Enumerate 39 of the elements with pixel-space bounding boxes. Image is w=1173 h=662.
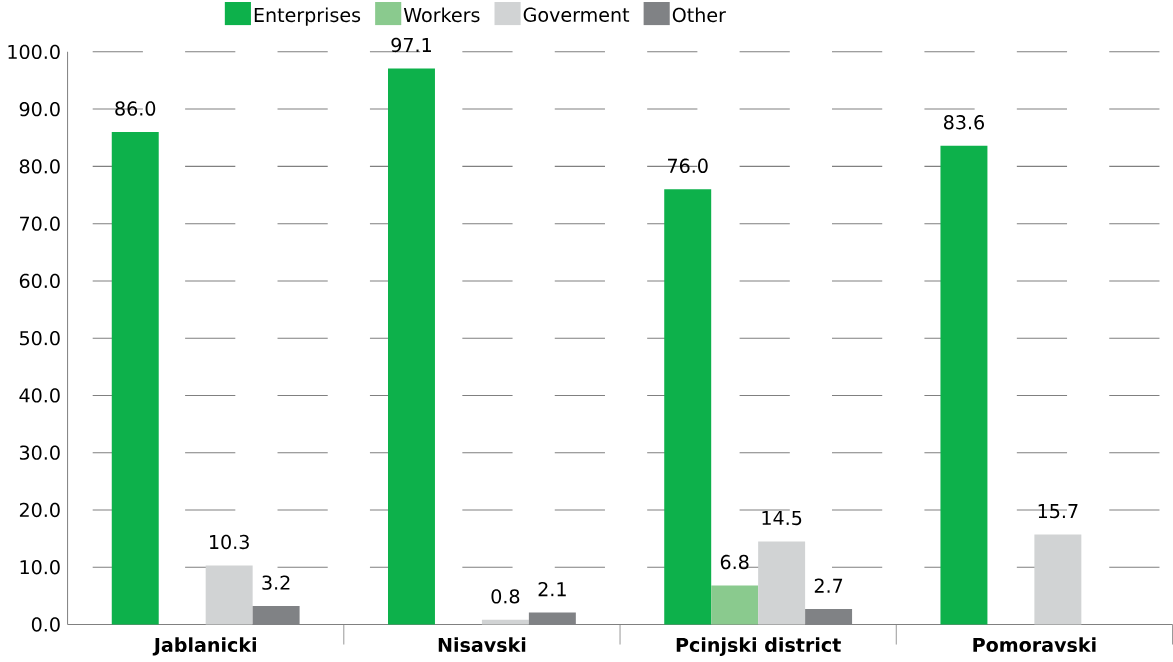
y-tick-label: 100.0 <box>8 44 60 59</box>
x-tick-label: Nisavski <box>438 637 526 652</box>
y-tick-label: 0.0 <box>31 617 60 632</box>
bar <box>940 145 988 625</box>
data-label: 14.5 <box>762 510 802 526</box>
data-label: 15.7 <box>1038 503 1078 519</box>
bar <box>111 131 159 625</box>
y-tick-label: 20.0 <box>19 502 60 518</box>
data-label: 3.2 <box>262 575 290 590</box>
data-label: 2.7 <box>814 578 843 593</box>
y-tick-label: 40.0 <box>19 388 60 403</box>
data-label: 0.8 <box>491 589 520 604</box>
x-tick-label: Pcinjski district <box>676 637 841 656</box>
bar <box>711 585 759 625</box>
x-tick-label: Pomoravski <box>973 637 1096 652</box>
y-tick-label: 30.0 <box>19 445 60 460</box>
data-label: 83.6 <box>943 114 984 130</box>
y-tick-label: 60.0 <box>19 273 60 288</box>
y-tick-label: 50.0 <box>19 330 60 346</box>
data-label: 6.8 <box>720 554 749 570</box>
legend-label: Other <box>672 7 726 23</box>
y-tick-label: 70.0 <box>20 216 60 231</box>
bar <box>205 565 253 625</box>
data-label: 2.1 <box>538 581 566 597</box>
data-label: 10.3 <box>210 534 249 550</box>
bar <box>1034 534 1082 625</box>
data-label: 76.0 <box>668 158 708 173</box>
legend-label: Goverment <box>523 7 630 22</box>
bar <box>664 189 712 625</box>
y-tick-label: 80.0 <box>19 159 60 174</box>
data-label: 97.1 <box>391 37 431 53</box>
data-label: 86.0 <box>115 101 156 116</box>
y-tick-label: 10.0 <box>20 559 60 575</box>
legend-label: Enterprises <box>254 7 361 26</box>
y-tick-label: 90.0 <box>19 101 60 117</box>
bar <box>388 68 435 625</box>
x-tick-label: Jablanicki <box>152 637 256 656</box>
bar <box>758 541 806 625</box>
legend-label: Workers <box>403 7 480 23</box>
